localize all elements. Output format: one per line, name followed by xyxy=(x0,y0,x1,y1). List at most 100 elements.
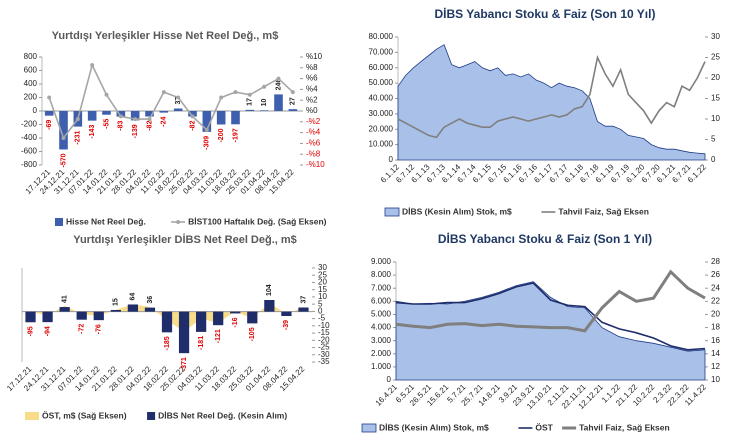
y-tick-label: 60.000 xyxy=(369,63,394,72)
data-label: -82 xyxy=(146,120,153,130)
bar xyxy=(76,311,87,320)
y-tick-label: 8.000 xyxy=(371,270,392,279)
y-tick-label: 1.000 xyxy=(371,362,392,371)
legend-label: DİBS Net Reel Değ. (Kesin Alım) xyxy=(158,410,287,420)
legend-label: DİBS (Kesin Alım) Stok, m$ xyxy=(402,206,512,216)
data-label: 104 xyxy=(266,284,273,296)
y2-tick-label: 0 xyxy=(711,155,716,164)
x-tick-label: 16.4.21 xyxy=(374,382,400,408)
y-tick-label: 2.000 xyxy=(371,349,392,358)
y2-tick-label: 16 xyxy=(711,336,720,345)
y2-tick-label: 0 xyxy=(318,306,323,315)
y2-tick-label: 18 xyxy=(711,323,720,332)
data-label: -105 xyxy=(249,327,256,341)
data-label: 37 xyxy=(300,296,307,304)
bar xyxy=(25,311,36,323)
bar xyxy=(281,311,292,317)
bar xyxy=(130,111,140,121)
line xyxy=(48,62,294,140)
legend-label: Hisse Net Reel Değ. xyxy=(66,216,146,226)
y2-tick-label: -%6 xyxy=(306,139,321,148)
bar xyxy=(298,307,309,312)
y-tick-label: 9.000 xyxy=(371,257,392,266)
y2-tick-label: 25 xyxy=(318,270,327,279)
line-marker xyxy=(262,84,267,89)
line-marker xyxy=(147,117,152,122)
y-tick-label: 10.000 xyxy=(369,140,394,149)
line-marker xyxy=(190,114,195,119)
bar xyxy=(145,111,154,117)
y2-tick-label: -15 xyxy=(318,328,330,337)
line-marker xyxy=(176,95,181,100)
y-tick-label: 30.000 xyxy=(369,109,394,118)
data-label: 37 xyxy=(175,97,182,105)
bar xyxy=(116,111,126,117)
y-tick-label: 200 xyxy=(24,93,38,102)
y2-tick-label: 26 xyxy=(711,270,720,279)
line-marker xyxy=(61,136,66,140)
y2-tick-label: 15 xyxy=(711,94,720,103)
y2-tick-label: %10 xyxy=(306,52,323,61)
y2-tick-label: -%8 xyxy=(306,149,321,158)
line-marker xyxy=(219,95,224,100)
y2-tick-label: %4 xyxy=(306,85,318,94)
bar xyxy=(144,307,156,312)
y2-tick-label: -10 xyxy=(318,321,330,330)
y-tick-label: 70.000 xyxy=(369,47,394,56)
data-label: 64 xyxy=(130,293,137,301)
y2-tick-label: -%4 xyxy=(306,128,321,137)
y2-tick-label: %6 xyxy=(306,74,318,83)
y2-tick-label: -30 xyxy=(318,350,330,359)
y2-tick-label: -25 xyxy=(318,343,330,352)
legend-swatch xyxy=(25,412,39,420)
line-marker xyxy=(118,114,123,119)
legend-label: Tahvil Faiz, Sağ Eksen xyxy=(558,206,649,216)
data-label: -16 xyxy=(232,317,239,327)
area xyxy=(397,44,706,161)
y2-tick-label: %0 xyxy=(306,106,318,115)
y2-tick-label: 22 xyxy=(711,296,720,305)
bar xyxy=(42,311,53,323)
bar xyxy=(161,311,173,333)
chart-title: DİBS Yabancı Stoku & Faiz (Son 10 Yıl) xyxy=(435,6,656,21)
y2-tick-label: 10 xyxy=(711,375,720,384)
y2-tick-label: 15 xyxy=(318,285,327,294)
data-label: -570 xyxy=(60,153,67,167)
data-label: -197 xyxy=(232,128,239,142)
bar xyxy=(216,111,226,125)
line xyxy=(395,282,706,351)
chart-title: Yurtdışı Yerleşikler DİBS Net Reel Değ.,… xyxy=(73,233,297,246)
data-label: -121 xyxy=(215,329,222,343)
y2-tick-label: -5 xyxy=(318,314,326,323)
legend-swatch xyxy=(55,218,63,226)
line-marker xyxy=(233,90,238,95)
y2-tick-label: 12 xyxy=(711,362,720,371)
bar xyxy=(196,311,207,332)
data-label: -95 xyxy=(27,326,34,336)
y2-tick-label: 28 xyxy=(711,257,720,266)
chart-title: DİBS Yabancı Stoku & Faiz (Son 1 Yıl) xyxy=(438,231,652,246)
data-label: 27 xyxy=(290,97,297,105)
y2-tick-label: 10 xyxy=(318,292,327,301)
y-tick-label: 400 xyxy=(24,79,38,88)
legend-swatch xyxy=(147,412,156,420)
bar xyxy=(178,311,190,354)
y-tick-label: -200 xyxy=(21,120,38,129)
y-tick-label: 6.000 xyxy=(371,296,392,305)
y-tick-label: 20.000 xyxy=(369,124,394,133)
line-marker xyxy=(276,76,281,81)
y-tick-label: 4.000 xyxy=(371,323,392,332)
bar xyxy=(213,311,224,326)
bar xyxy=(59,307,70,312)
bar xyxy=(264,300,275,312)
bar xyxy=(110,309,121,312)
line xyxy=(395,269,706,333)
y-tick-label: 80.000 xyxy=(369,32,394,41)
line-marker xyxy=(75,117,80,122)
y-tick-label: 600 xyxy=(24,66,38,75)
y2-tick-label: 5 xyxy=(318,299,323,308)
bar xyxy=(159,111,169,113)
data-label: -94 xyxy=(44,326,51,336)
y-tick-label: 5.000 xyxy=(371,310,392,319)
